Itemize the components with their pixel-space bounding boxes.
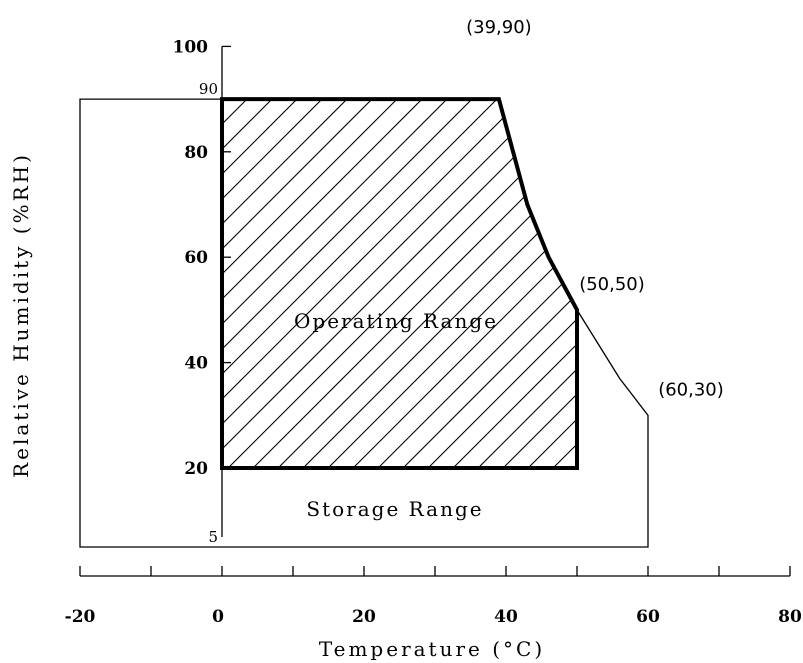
y-tick-label-60: 60 (184, 248, 208, 268)
hatch-line (222, 99, 423, 468)
hatch-line (327, 99, 577, 468)
point-annotations: (39,90) (50,50) (60,30) (466, 17, 724, 400)
y-tick-label-100: 100 (173, 37, 209, 57)
x-tick-label-0: 0 (212, 607, 224, 627)
y-tick-label-20: 20 (184, 459, 208, 479)
y-axis-title: Relative Humidity (%RH) (9, 152, 33, 478)
operating-range-label: Operating Range (294, 309, 498, 333)
operating-range-hatch (222, 99, 577, 468)
x-tick-label-20: 20 (352, 607, 376, 627)
x-axis-ticks: -20 0 20 40 60 80 (65, 566, 802, 627)
x-tick-label--20: -20 (65, 607, 96, 627)
operating-range-outline (220, 97, 579, 470)
y-extra-label-90: 90 (199, 80, 218, 98)
x-tick-label-60: 60 (636, 607, 660, 627)
storage-range-label: Storage Range (306, 497, 483, 521)
hatch-line (402, 99, 577, 468)
hatch-line (277, 99, 577, 468)
hatch-line (427, 99, 577, 468)
hatch-line (222, 99, 573, 468)
hatch-line (352, 99, 577, 468)
hatch-line (222, 99, 448, 468)
hatch-line (502, 99, 577, 468)
x-tick-label-80: 80 (778, 607, 802, 627)
x-tick-label-40: 40 (494, 607, 518, 627)
y-axis-ticks: 20 40 60 80 100 90 5 (173, 37, 231, 546)
hatch-line (252, 99, 577, 468)
y-extra-label-5: 5 (208, 528, 218, 546)
y-tick-label-80: 80 (184, 143, 208, 163)
hatch-line (222, 99, 398, 468)
hatch-line (222, 99, 473, 468)
hatch-line (222, 99, 348, 468)
hatch-line (227, 99, 577, 468)
annotation-0: (39,90) (466, 17, 532, 38)
x-axis-title: Temperature (°C) (319, 637, 545, 661)
y-tick-label-40: 40 (184, 354, 208, 374)
hatch-line (527, 99, 577, 468)
hatch-line (222, 99, 248, 468)
hatch-line (222, 99, 523, 468)
hatch-line (222, 99, 373, 468)
hatch-line (222, 99, 548, 468)
hatch-line (222, 99, 298, 468)
hatch-line (222, 99, 323, 468)
annotation-2: (60,30) (658, 379, 724, 400)
hatch-line (477, 99, 577, 468)
hatch-line (302, 99, 577, 468)
hatch-line (222, 99, 273, 468)
annotation-1: (50,50) (579, 274, 645, 295)
hatch-line (452, 99, 577, 468)
hatch-line (222, 99, 498, 468)
